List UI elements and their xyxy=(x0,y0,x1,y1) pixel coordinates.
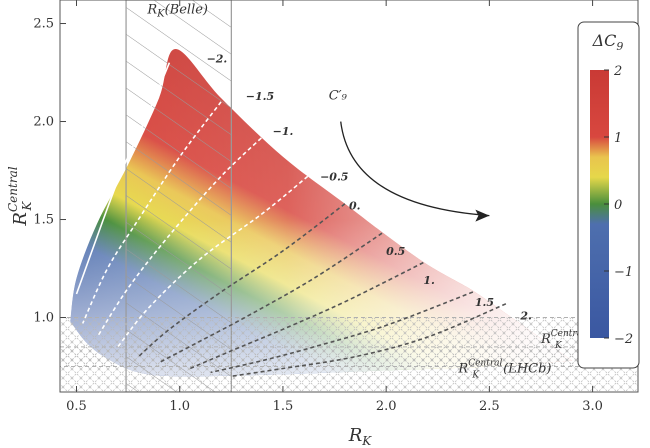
belle-band-label: RK(Belle) xyxy=(146,3,208,20)
colorbar-tick-label: −1 xyxy=(614,265,633,280)
x-tick-label: 2.0 xyxy=(376,399,397,414)
x-axis-label: RK xyxy=(348,425,373,448)
contour-line xyxy=(117,175,309,348)
contour-label: 2. xyxy=(519,309,532,322)
contour-line xyxy=(96,132,267,338)
contour-label: 1. xyxy=(423,274,435,287)
x-tick-label: 1.5 xyxy=(273,399,294,414)
y-tick-label: 1.0 xyxy=(33,311,54,326)
arrow-label: C′₉ xyxy=(329,89,348,104)
y-tick-label: 2.5 xyxy=(33,17,54,32)
colorbar-tick-label: 2 xyxy=(613,64,622,79)
arrow-line xyxy=(340,121,490,217)
y-tick-label: 2.0 xyxy=(33,115,54,130)
contour-label: 0. xyxy=(349,200,361,213)
contour-line xyxy=(210,291,474,374)
contour-line xyxy=(75,62,171,295)
x-tick-label: 3.0 xyxy=(582,399,603,414)
arrow-head xyxy=(475,209,490,222)
x-tick-label: 2.5 xyxy=(479,399,500,414)
colorbar-ticks: 2 1 0 −1 −2 xyxy=(604,64,633,347)
contour-label: −1.5 xyxy=(246,90,274,103)
contour-line xyxy=(189,261,424,370)
annotations: −2.−1.5−1.−0.50.0.51.1.52.RK(Belle)RCent… xyxy=(146,3,629,381)
central-band-1 xyxy=(60,346,638,392)
axes: 0.5 1.0 1.5 2.0 2.5 3.01.01.52.02.5 xyxy=(33,0,639,414)
contour-label: 0.5 xyxy=(386,245,405,258)
contour-label: −2. xyxy=(207,53,228,66)
contour-line xyxy=(81,101,222,324)
colorbar-tick-label: −2 xyxy=(614,332,633,347)
plot-area xyxy=(60,0,638,392)
colorbar-legend: ΔC9 2 1 0 −1 −2 xyxy=(577,21,640,369)
contour-label: −0.5 xyxy=(320,170,348,183)
contour-lines xyxy=(75,62,507,378)
y-tick-label: 1.5 xyxy=(33,213,54,228)
contour-line xyxy=(231,303,507,378)
colorbar-title: ΔC9 xyxy=(592,31,624,53)
contour-label: 1.5 xyxy=(475,296,494,309)
colorbar-tick-label: 0 xyxy=(614,198,622,213)
x-tick-label: 1.0 xyxy=(169,399,190,414)
x-tick-label: 0.5 xyxy=(66,399,87,414)
svg-text:RCentralK: RCentralK xyxy=(6,166,34,226)
y-axis-label: RCentralK xyxy=(6,166,34,226)
contour-line xyxy=(158,232,383,364)
band-overlays xyxy=(60,0,638,392)
contour-line xyxy=(137,203,346,358)
contour-label: −1. xyxy=(273,125,294,138)
colorbar-tick-label: 1 xyxy=(614,131,622,146)
